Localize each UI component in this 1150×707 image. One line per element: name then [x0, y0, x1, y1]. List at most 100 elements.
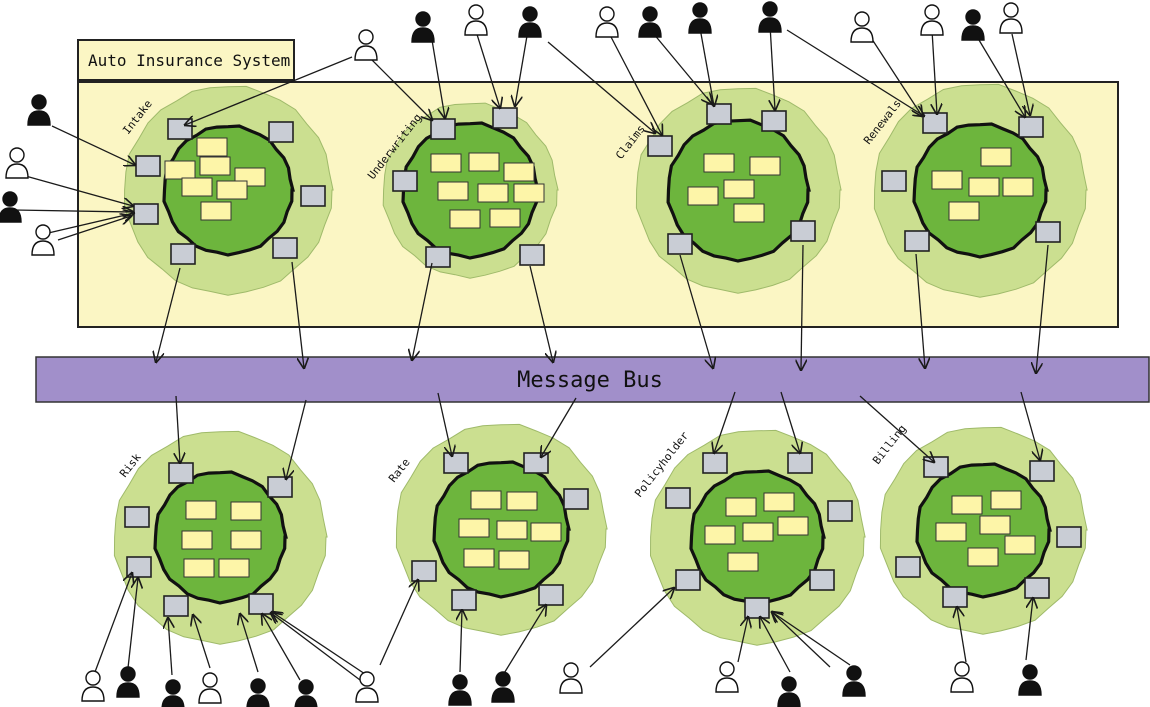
sticky-note — [704, 525, 736, 545]
person-body — [31, 240, 55, 256]
connector-arrow — [932, 29, 937, 114]
person-head — [35, 224, 51, 240]
port-square-icon — [133, 203, 159, 225]
sticky-note — [200, 201, 232, 221]
port-square-icon — [300, 185, 326, 207]
connector-arrow — [51, 125, 135, 165]
sticky-note — [458, 518, 490, 538]
person-body — [688, 18, 712, 34]
sticky-note — [430, 153, 462, 173]
person-icon — [411, 11, 435, 43]
port-square-icon — [1018, 116, 1044, 138]
person-icon — [595, 6, 619, 38]
system-title: Auto Insurance System — [88, 51, 290, 70]
port-square-icon — [942, 586, 968, 608]
person-head — [642, 6, 658, 22]
sticky-note — [967, 547, 999, 567]
connector-arrow — [94, 573, 132, 673]
person-icon — [559, 662, 583, 694]
port-square-icon — [170, 243, 196, 265]
connector-arrow — [193, 615, 211, 669]
port-square-icon — [267, 476, 293, 498]
connector-arrow — [547, 41, 655, 133]
connector-arrow — [474, 27, 500, 108]
person-icon — [355, 671, 379, 703]
person-icon — [246, 678, 270, 707]
person-icon — [842, 665, 866, 697]
sticky-note — [742, 522, 774, 542]
person-body — [850, 27, 874, 43]
port-square-icon — [492, 107, 518, 129]
port-square-icon — [523, 452, 549, 474]
connector-arrow — [127, 578, 138, 669]
port-square-icon — [706, 103, 732, 125]
connector-arrow — [515, 29, 529, 106]
port-square-icon — [744, 597, 770, 619]
sticky-note — [498, 550, 530, 570]
port-square-icon — [881, 170, 907, 192]
person-icon — [161, 679, 185, 707]
person-body — [595, 22, 619, 38]
port-square-icon — [1029, 460, 1055, 482]
sticky-note — [477, 183, 509, 203]
connectors-layer — [13, 24, 1049, 681]
sticky-note — [513, 183, 545, 203]
sticky-note — [506, 491, 538, 511]
service-underwriting: Underwriting — [365, 102, 559, 279]
person-body — [116, 682, 140, 698]
port-square-icon — [425, 246, 451, 268]
sticky-note — [968, 177, 1000, 197]
connector-arrow — [156, 267, 181, 362]
person-body — [294, 695, 318, 707]
service-renewals: Renewals — [861, 83, 1088, 298]
person-head — [1022, 664, 1038, 680]
connector-arrow — [780, 391, 800, 453]
message-bus-label: Message Bus — [517, 368, 663, 393]
person-body — [411, 27, 435, 43]
person-icon — [638, 6, 662, 38]
port-square-icon — [647, 135, 673, 157]
person-head — [165, 679, 181, 695]
person-body — [999, 18, 1023, 34]
person-icon — [198, 672, 222, 704]
port-square-icon — [430, 118, 456, 140]
person-body — [1018, 680, 1042, 696]
service-inner-circle — [153, 470, 288, 605]
system-title-box — [77, 39, 295, 81]
person-body — [638, 22, 662, 38]
sticky-note — [990, 490, 1022, 510]
person-icon — [777, 676, 801, 707]
port-square-icon — [922, 112, 948, 134]
person-icon — [950, 661, 974, 693]
port-square-icon — [904, 230, 930, 252]
person-head — [298, 679, 314, 695]
service-intake: Intake — [120, 85, 334, 296]
sticky-note — [468, 152, 500, 172]
person-icon — [354, 29, 378, 61]
connector-arrow — [865, 29, 922, 116]
connector-arrow — [699, 27, 714, 106]
person-icon — [758, 1, 782, 33]
person-body — [27, 110, 51, 126]
person-icon — [920, 4, 944, 36]
sticky-note — [530, 522, 562, 542]
port-square-icon — [167, 118, 193, 140]
person-icon — [518, 6, 542, 38]
port-square-icon — [168, 462, 194, 484]
sticky-note — [727, 552, 759, 572]
person-head — [522, 6, 538, 22]
sticky-note — [733, 203, 765, 223]
connector-arrow — [859, 395, 934, 462]
connector-arrow — [737, 617, 748, 663]
person-body — [961, 25, 985, 41]
connector-arrow — [772, 612, 851, 666]
sticky-note — [181, 530, 213, 550]
person-head — [202, 672, 218, 688]
person-head — [692, 2, 708, 18]
connector-arrow — [57, 216, 131, 241]
person-head — [468, 4, 484, 20]
connector-arrow — [915, 253, 925, 368]
connector-arrow — [460, 610, 462, 673]
port-square-icon — [809, 569, 835, 591]
